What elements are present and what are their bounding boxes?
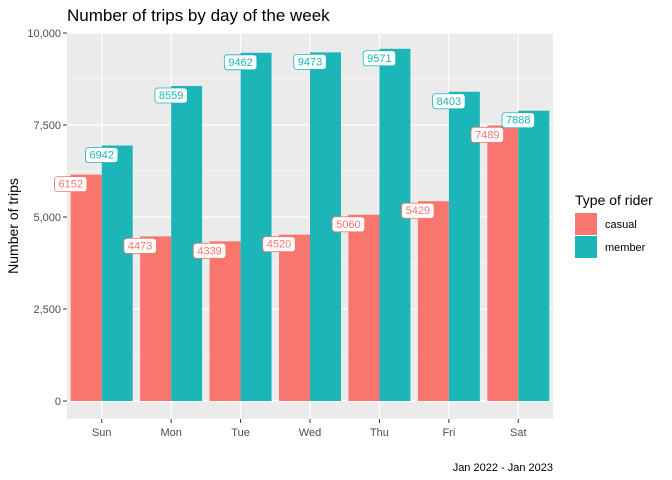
data-label-text: 4339 [197, 245, 221, 257]
bar-member [448, 91, 480, 402]
bar-member [379, 48, 411, 401]
chart-title: Number of trips by day of the week [67, 6, 330, 25]
data-label-member: 8403 [432, 93, 466, 110]
bar-member [101, 145, 133, 401]
data-label-member: 6942 [85, 147, 119, 163]
data-label-text: 6942 [89, 150, 113, 162]
bar-member [518, 110, 550, 401]
y-tick-label: 7,500 [33, 120, 61, 132]
y-axis-title: Number of trips [5, 178, 21, 274]
x-tick-label: Thu [370, 427, 389, 439]
data-label-text: 8403 [437, 96, 461, 108]
data-label-text: 6152 [58, 179, 82, 191]
data-labels: 6152 4473 4339 4520 5060 5429 7489 6942 8559 9462… [54, 50, 535, 259]
data-label-text: 5060 [336, 219, 360, 231]
data-label-text: 8559 [159, 90, 183, 102]
bar-casual [209, 241, 241, 401]
caption: Jan 2022 - Jan 2023 [453, 462, 553, 474]
data-label-member: 9473 [293, 53, 327, 70]
data-label-text: 7489 [475, 129, 499, 141]
bar-member [240, 52, 272, 401]
data-label-box [362, 50, 397, 67]
data-label-casual: 5060 [331, 216, 366, 233]
data-label-text: 9571 [367, 53, 391, 65]
data-label-box [154, 87, 188, 104]
y-tick-label: 2,500 [33, 304, 61, 316]
data-label-member: 7888 [501, 112, 535, 129]
data-label-casual: 4473 [123, 237, 157, 254]
data-label-casual: 7489 [470, 127, 504, 143]
x-tick-label: Fri [442, 427, 455, 439]
x-tick-label: Mon [160, 427, 181, 439]
data-label-box [470, 127, 504, 143]
y-tick-label: 5,000 [33, 212, 61, 224]
x-tick-label: Sat [510, 427, 527, 439]
bar-casual [348, 214, 380, 401]
data-label-text: 4473 [128, 240, 152, 252]
bar-casual [487, 125, 519, 402]
data-label-box [401, 202, 435, 219]
legend-swatch-casual [575, 213, 597, 235]
data-label-box [262, 236, 296, 253]
data-label-text: 4520 [267, 239, 291, 251]
x-tick-label: Wed [299, 427, 321, 439]
bar-casual [70, 174, 102, 401]
data-label-box [123, 237, 157, 254]
bar-casual [279, 234, 310, 401]
data-label-box [293, 53, 327, 70]
y-axis: 0 2,500 5,000 7,500 10,000 [27, 28, 67, 408]
data-label-text: 5429 [406, 205, 430, 217]
data-label-casual: 4339 [192, 242, 227, 259]
legend-label-casual: casual [605, 219, 637, 231]
data-label-box [501, 112, 535, 129]
legend-label-member: member [605, 242, 646, 254]
data-label-text: 9462 [228, 57, 252, 69]
data-label-box [432, 93, 466, 110]
data-label-text: 7888 [506, 115, 530, 127]
data-label-casual: 6152 [54, 176, 88, 193]
data-label-member: 8559 [154, 87, 188, 104]
data-label-member: 9462 [223, 54, 258, 71]
x-tick-label: Sun [92, 427, 112, 439]
data-label-member: 9571 [362, 50, 397, 67]
data-label-box [192, 242, 227, 259]
data-label-box [223, 54, 258, 71]
legend-title: Type of rider [575, 192, 653, 208]
data-label-casual: 4520 [262, 236, 296, 253]
x-axis: Sun Mon Tue Wed Thu Fri Sat [92, 419, 527, 439]
data-label-box [331, 216, 366, 233]
bar-casual [417, 201, 449, 401]
x-tick-label: Tue [231, 427, 250, 439]
data-label-text: 9473 [298, 56, 322, 68]
data-label-casual: 5429 [401, 202, 435, 219]
legend-swatch-member [575, 236, 597, 258]
y-tick-label: 0 [55, 396, 61, 408]
bars [70, 48, 550, 402]
legend: Type of rider casual member [575, 192, 653, 258]
data-label-box [85, 147, 119, 163]
y-tick-label: 10,000 [27, 28, 61, 40]
data-label-box [54, 176, 88, 193]
bar-casual [140, 236, 172, 401]
